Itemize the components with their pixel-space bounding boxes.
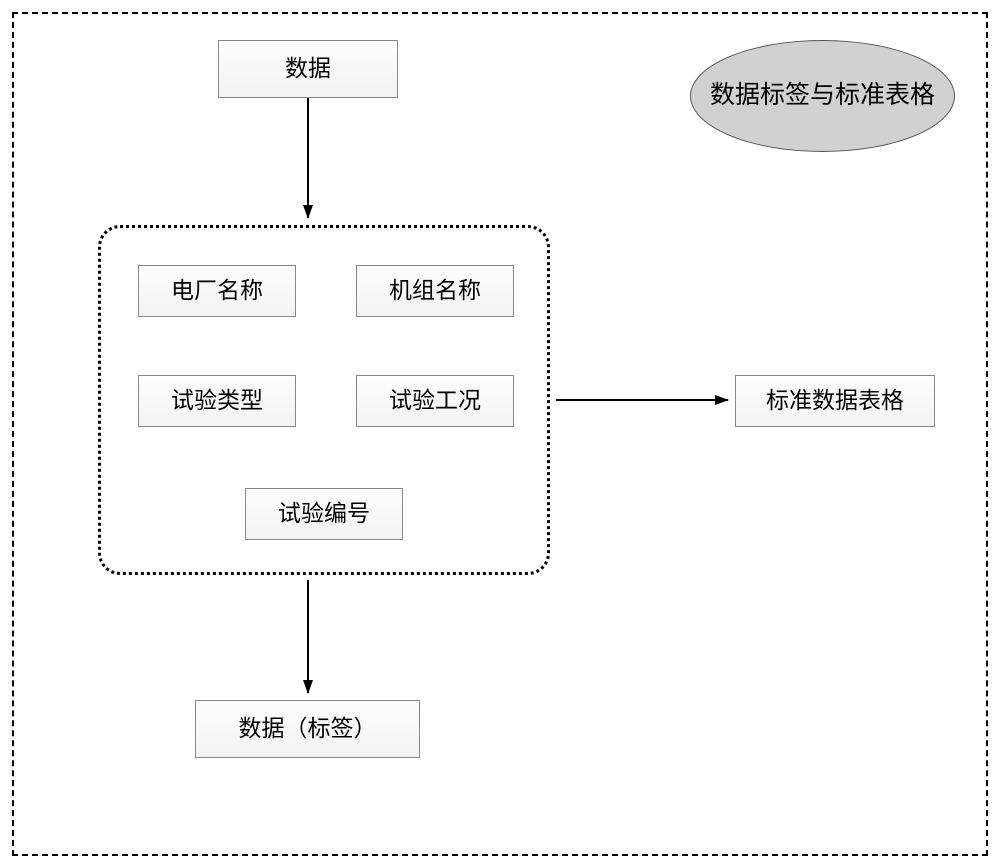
node-label: 数据	[285, 56, 331, 82]
node-label: 数据（标签）	[239, 716, 377, 742]
node-label: 电厂名称	[171, 278, 263, 304]
node-label: 试验类型	[171, 388, 263, 414]
diagram-canvas: 数据 电厂名称 机组名称 试验类型 试验工况 试验编号 数据（标签） 标准数据表…	[0, 0, 1000, 868]
node-test-number: 试验编号	[245, 488, 403, 540]
node-label: 试验编号	[278, 501, 370, 527]
node-test-type: 试验类型	[138, 375, 296, 427]
ellipse-label: 数据标签与标准表格	[710, 80, 935, 113]
node-label: 机组名称	[389, 278, 481, 304]
node-data-labeled: 数据（标签）	[195, 700, 420, 758]
node-plant-name: 电厂名称	[138, 265, 296, 317]
title-ellipse: 数据标签与标准表格	[690, 40, 955, 152]
node-label: 标准数据表格	[766, 388, 904, 414]
node-label: 试验工况	[389, 388, 481, 414]
node-unit-name: 机组名称	[356, 265, 514, 317]
node-test-condition: 试验工况	[356, 375, 514, 427]
node-data-top: 数据	[218, 40, 398, 98]
node-std-table: 标准数据表格	[735, 375, 935, 427]
